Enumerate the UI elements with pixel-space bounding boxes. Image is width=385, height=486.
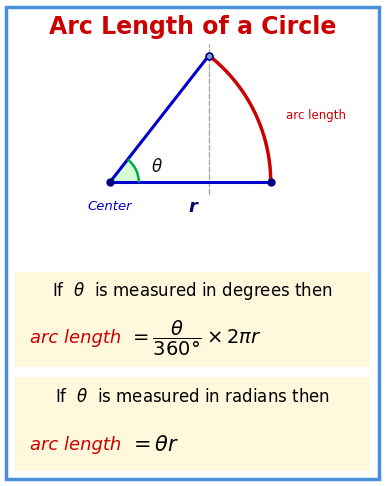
Text: θ: θ (152, 157, 162, 176)
Text: $=\theta r$: $=\theta r$ (129, 435, 179, 455)
Text: If  $\theta$  is measured in radians then: If $\theta$ is measured in radians then (55, 388, 330, 406)
FancyBboxPatch shape (1, 374, 384, 474)
Text: Center: Center (87, 200, 132, 213)
Text: r: r (188, 198, 197, 216)
Text: Arc Length of a Circle: Arc Length of a Circle (49, 15, 336, 39)
Text: arc length: arc length (286, 109, 346, 122)
FancyBboxPatch shape (1, 269, 384, 370)
Text: arc length: arc length (30, 436, 122, 454)
Polygon shape (110, 159, 139, 182)
Text: arc length: arc length (30, 330, 122, 347)
Text: $=\dfrac{\theta}{360°}\times 2\pi r$: $=\dfrac{\theta}{360°}\times 2\pi r$ (129, 319, 261, 358)
Text: If  $\theta$  is measured in degrees then: If $\theta$ is measured in degrees then (52, 280, 333, 302)
